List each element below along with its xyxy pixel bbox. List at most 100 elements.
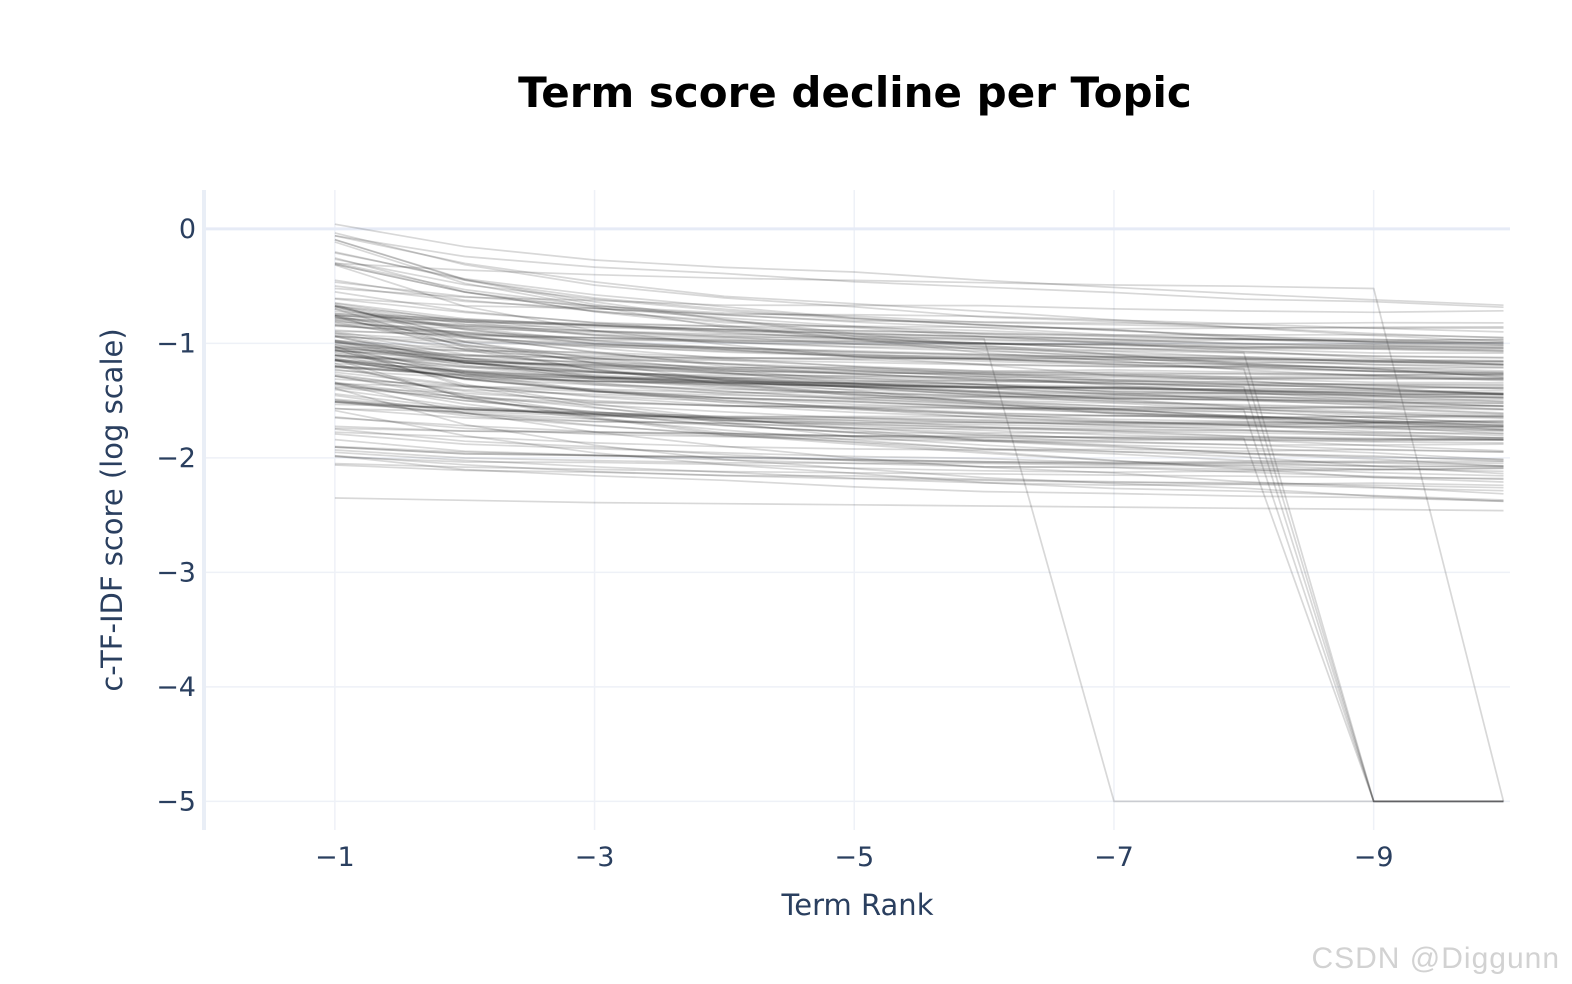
topic-line (334, 371, 1504, 427)
topic-line (334, 354, 1504, 430)
topic-line (334, 358, 1504, 396)
topic-line (334, 251, 1504, 346)
topic-line (334, 341, 1504, 395)
topic-line (334, 416, 1504, 446)
topic-line (334, 427, 1504, 444)
topic-line (334, 329, 1504, 359)
topic-line (334, 351, 1504, 408)
topic-line (334, 314, 1504, 330)
y-tick-label: −3 (156, 557, 196, 588)
topic-line (334, 428, 1504, 481)
topic-line (334, 373, 1504, 423)
topic-line (334, 324, 1504, 367)
topic-line (334, 279, 1504, 344)
topic-line-flat-low-b (334, 445, 1504, 468)
topic-line (334, 334, 1504, 375)
topic-line (334, 407, 1504, 439)
topic-line (334, 332, 1504, 403)
topic-line-drop-to--5-at-rank-9-e (334, 382, 1504, 803)
csdn-watermark: CSDN @Diggunn (1311, 942, 1560, 975)
topic-line-drop-to--5-at-rank-9-d (334, 354, 1504, 803)
topic-line (334, 330, 1504, 352)
x-tick-label: −9 (1354, 842, 1394, 873)
x-tick-label: −1 (315, 842, 355, 873)
topic-line (334, 464, 1504, 487)
topic-line (334, 347, 1504, 376)
topic-line-flat-low-a (334, 497, 1504, 512)
topic-line (334, 315, 1504, 431)
topic-line (334, 354, 1504, 379)
topic-line (334, 354, 1504, 381)
topic-line (334, 455, 1504, 474)
topic-line (334, 358, 1504, 383)
topic-line (334, 332, 1504, 365)
topic-line (334, 304, 1504, 366)
topic-line (334, 403, 1504, 419)
topic-line (334, 359, 1504, 427)
topic-line (334, 425, 1504, 442)
topic-line (334, 314, 1504, 405)
x-tick-label: −5 (834, 842, 874, 873)
topic-line (334, 393, 1504, 435)
topic-line (334, 223, 1504, 307)
topic-line (334, 258, 1504, 346)
topic-line (334, 398, 1504, 453)
topic-line (334, 383, 1504, 441)
topic-line (334, 358, 1504, 477)
topic-line (334, 314, 1504, 355)
topic-line (334, 232, 1504, 343)
topic-line (334, 438, 1504, 471)
topic-line (334, 365, 1504, 395)
topic-line (334, 287, 1504, 314)
topic-line (334, 364, 1504, 399)
topic-line (334, 319, 1504, 369)
topic-line (334, 281, 1504, 333)
topic-line (334, 451, 1504, 489)
topic-line (334, 359, 1504, 425)
topic-line (334, 409, 1504, 501)
topic-line (334, 369, 1504, 397)
topic-line (334, 303, 1504, 435)
topic-line (334, 312, 1504, 343)
topic-line (334, 347, 1504, 384)
topic-line (334, 381, 1504, 440)
topic-line (334, 345, 1504, 475)
topic-line (334, 321, 1504, 395)
topic-line (334, 375, 1504, 452)
topic-line (334, 345, 1504, 400)
topic-line (334, 301, 1504, 359)
topic-line (334, 349, 1504, 433)
topic-line (334, 340, 1504, 415)
topic-line-drop-to--5-at-rank-9-a (334, 291, 1504, 803)
topic-line-drop-to--5-at-rank-9-c (334, 331, 1504, 803)
topic-line (334, 378, 1504, 405)
topic-line (334, 455, 1504, 502)
topic-line (334, 335, 1504, 418)
topic-line (334, 357, 1504, 429)
topic-line (334, 234, 1504, 309)
topic-line-drop-to--5-at-rank-10 (334, 262, 1505, 802)
topic-line (334, 346, 1504, 372)
topic-line (334, 388, 1504, 441)
topic-line (334, 375, 1504, 461)
topic-line (334, 305, 1504, 403)
topic-line (334, 382, 1504, 495)
topic-line (334, 238, 1504, 378)
topic-line (334, 360, 1504, 391)
topic-line (334, 454, 1504, 492)
topic-line (334, 314, 1504, 342)
topic-line (334, 298, 1504, 343)
topic-line (334, 387, 1504, 418)
topic-line (334, 358, 1504, 396)
topic-line (334, 263, 1504, 366)
topic-line (334, 324, 1504, 351)
topic-line (334, 257, 1504, 377)
topic-line (334, 234, 1504, 339)
topic-line (334, 348, 1504, 468)
topic-line (334, 401, 1504, 442)
topic-line (334, 362, 1504, 386)
topic-line (334, 449, 1504, 473)
topic-line-drop-to--5-at-rank-7 (334, 317, 1504, 803)
